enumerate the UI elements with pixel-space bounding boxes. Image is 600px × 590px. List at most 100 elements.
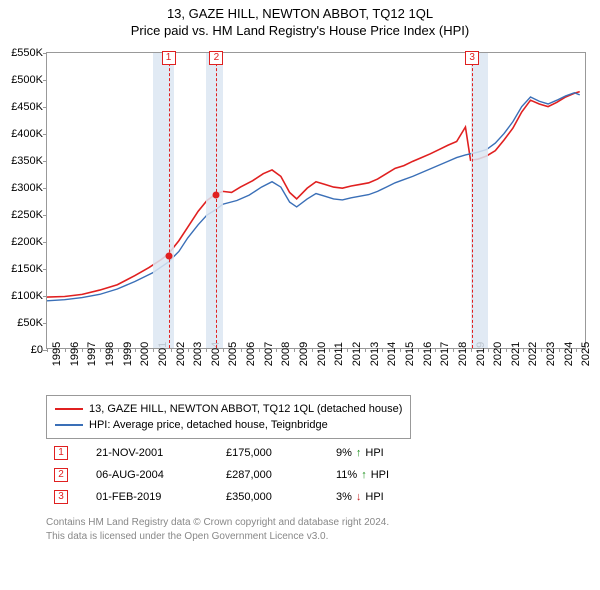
- x-tick-label: 2012: [351, 342, 363, 366]
- event-line: [216, 53, 217, 348]
- sales-diff-suffix: HPI: [371, 469, 389, 481]
- x-tick-label: 1996: [69, 342, 81, 366]
- y-tick-label: £100K: [11, 290, 43, 302]
- y-tick: [43, 80, 47, 81]
- y-tick: [43, 215, 47, 216]
- x-tick: [65, 348, 66, 352]
- sales-diff: 3%↓HPI: [336, 491, 436, 503]
- sales-date: 21-NOV-2001: [96, 447, 226, 459]
- chart-container: 13, GAZE HILL, NEWTON ABBOT, TQ12 1QL Pr…: [0, 0, 600, 590]
- x-tick: [329, 348, 330, 352]
- x-tick: [100, 348, 101, 352]
- x-tick-label: 1995: [51, 342, 63, 366]
- x-tick: [559, 348, 560, 352]
- legend-swatch: [55, 408, 83, 410]
- x-tick-label: 2000: [139, 342, 151, 366]
- x-tick-label: 2007: [263, 342, 275, 366]
- arrow-up-icon: ↑: [356, 447, 362, 459]
- x-tick: [276, 348, 277, 352]
- y-tick: [43, 107, 47, 108]
- sales-diff: 11%↑HPI: [336, 469, 436, 481]
- y-tick-label: £350K: [11, 155, 43, 167]
- x-tick: [118, 348, 119, 352]
- sale-point-dot: [165, 252, 172, 259]
- sales-marker: 1: [54, 446, 68, 460]
- legend-label: 13, GAZE HILL, NEWTON ABBOT, TQ12 1QL (d…: [89, 403, 402, 415]
- x-tick-label: 2006: [245, 342, 257, 366]
- legend-row: HPI: Average price, detached house, Teig…: [55, 417, 402, 433]
- x-tick: [382, 348, 383, 352]
- x-tick: [400, 348, 401, 352]
- shaded-band: [153, 53, 174, 348]
- x-tick: [488, 348, 489, 352]
- x-tick-label: 2018: [457, 342, 469, 366]
- y-tick-label: £150K: [11, 263, 43, 275]
- y-tick-label: £300K: [11, 182, 43, 194]
- sales-price: £350,000: [226, 491, 336, 503]
- y-tick: [43, 242, 47, 243]
- x-tick-label: 2020: [492, 342, 504, 366]
- x-tick: [523, 348, 524, 352]
- x-tick-label: 2017: [439, 342, 451, 366]
- y-tick-label: £500K: [11, 74, 43, 86]
- y-tick: [43, 53, 47, 54]
- footnote-line1: Contains HM Land Registry data © Crown c…: [46, 516, 389, 530]
- sales-diff: 9%↑HPI: [336, 447, 436, 459]
- sales-diff-suffix: HPI: [365, 491, 383, 503]
- y-tick-label: £250K: [11, 209, 43, 221]
- x-tick-label: 2013: [369, 342, 381, 366]
- x-tick-label: 2021: [510, 342, 522, 366]
- footnote: Contains HM Land Registry data © Crown c…: [46, 516, 389, 543]
- arrow-up-icon: ↑: [361, 469, 367, 481]
- x-tick: [206, 348, 207, 352]
- x-tick: [541, 348, 542, 352]
- legend-row: 13, GAZE HILL, NEWTON ABBOT, TQ12 1QL (d…: [55, 401, 402, 417]
- line-series-svg: [47, 53, 585, 348]
- sale-point-dot: [213, 192, 220, 199]
- x-tick-label: 1999: [122, 342, 134, 366]
- sales-table: 121-NOV-2001£175,0009%↑HPI206-AUG-2004£2…: [54, 442, 436, 508]
- x-tick-label: 2025: [580, 342, 592, 366]
- x-tick-label: 2016: [422, 342, 434, 366]
- x-tick: [47, 348, 48, 352]
- x-tick: [435, 348, 436, 352]
- footnote-line2: This data is licensed under the Open Gov…: [46, 530, 389, 544]
- x-tick: [259, 348, 260, 352]
- x-tick-label: 2024: [563, 342, 575, 366]
- x-tick-label: 2014: [386, 342, 398, 366]
- y-tick-label: £400K: [11, 128, 43, 140]
- x-tick: [171, 348, 172, 352]
- x-tick-label: 2015: [404, 342, 416, 366]
- x-tick: [418, 348, 419, 352]
- shaded-band: [471, 53, 489, 348]
- y-tick-label: £200K: [11, 236, 43, 248]
- sales-date: 06-AUG-2004: [96, 469, 226, 481]
- event-marker: 1: [162, 51, 176, 65]
- title-subtitle: Price paid vs. HM Land Registry's House …: [0, 23, 600, 38]
- shaded-band: [206, 53, 224, 348]
- sales-row: 121-NOV-2001£175,0009%↑HPI: [54, 442, 436, 464]
- x-tick: [294, 348, 295, 352]
- y-tick: [43, 323, 47, 324]
- x-tick: [153, 348, 154, 352]
- x-tick: [506, 348, 507, 352]
- x-tick-label: 2010: [316, 342, 328, 366]
- event-line: [169, 53, 170, 348]
- y-tick-label: £0: [31, 344, 43, 356]
- x-tick-label: 2002: [175, 342, 187, 366]
- x-tick: [453, 348, 454, 352]
- sales-row: 206-AUG-2004£287,00011%↑HPI: [54, 464, 436, 486]
- y-tick-label: £550K: [11, 47, 43, 59]
- y-tick-label: £450K: [11, 101, 43, 113]
- y-tick: [43, 134, 47, 135]
- x-tick: [471, 348, 472, 352]
- x-tick-label: 2022: [527, 342, 539, 366]
- sales-diff-suffix: HPI: [365, 447, 383, 459]
- sales-diff-pct: 3%: [336, 491, 352, 503]
- sales-date: 01-FEB-2019: [96, 491, 226, 503]
- legend: 13, GAZE HILL, NEWTON ABBOT, TQ12 1QL (d…: [46, 395, 411, 439]
- x-tick: [241, 348, 242, 352]
- x-tick: [223, 348, 224, 352]
- x-tick-label: 2009: [298, 342, 310, 366]
- x-tick: [576, 348, 577, 352]
